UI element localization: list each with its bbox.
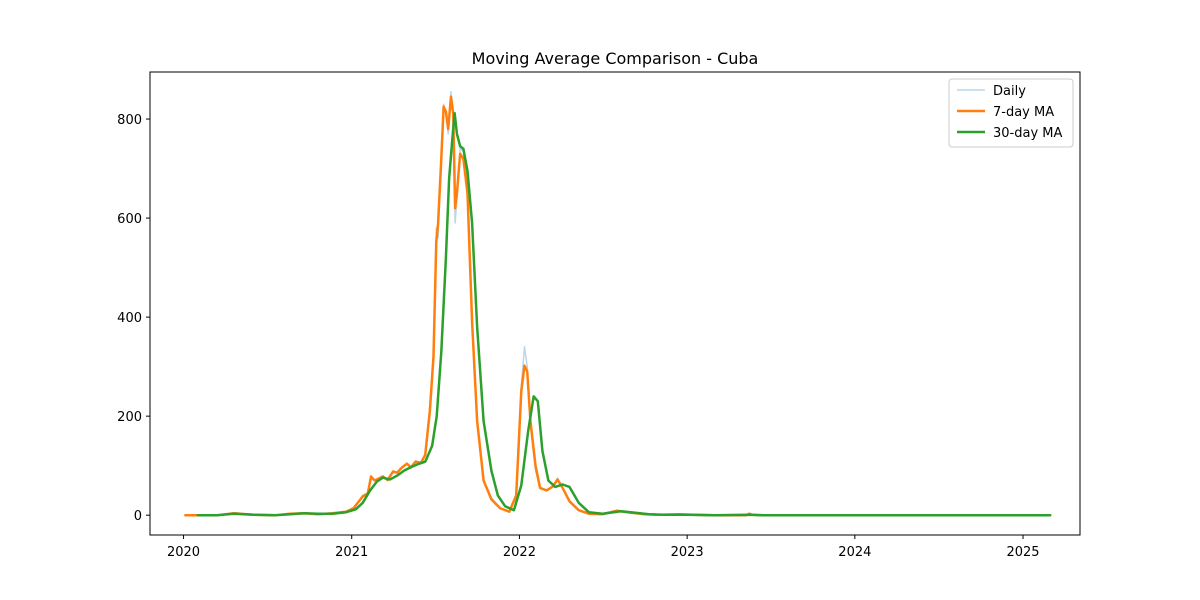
legend-label: 30-day MA xyxy=(993,126,1062,141)
chart-title: Moving Average Comparison - Cuba xyxy=(472,49,759,68)
y-tick-label: 800 xyxy=(117,113,142,128)
y-tick-label: 600 xyxy=(117,212,142,227)
series-line-30-day-ma xyxy=(196,111,1052,517)
legend-box xyxy=(948,78,1074,148)
y-tick-label: 400 xyxy=(117,311,142,326)
x-tick-label: 2020 xyxy=(167,545,200,560)
legend: Daily 7-day MA 30-day MA xyxy=(948,78,1074,148)
legend-label: 7-day MA xyxy=(993,105,1054,120)
x-tick-label: 2022 xyxy=(503,545,536,560)
y-tick-label: 0 xyxy=(134,509,142,524)
legend-label: Daily xyxy=(993,84,1026,99)
series-layer xyxy=(184,91,1052,517)
x-tick-label: 2023 xyxy=(671,545,704,560)
x-tick-label: 2021 xyxy=(335,545,368,560)
axes-layer: 0 200 400 600 800 2020 2021 2022 2023 2024 2025 xyxy=(117,71,1081,560)
x-tick-label: 2025 xyxy=(1006,545,1039,560)
x-tick-label: 2024 xyxy=(838,545,871,560)
y-tick-label: 200 xyxy=(117,410,142,425)
plot-frame xyxy=(149,71,1081,536)
